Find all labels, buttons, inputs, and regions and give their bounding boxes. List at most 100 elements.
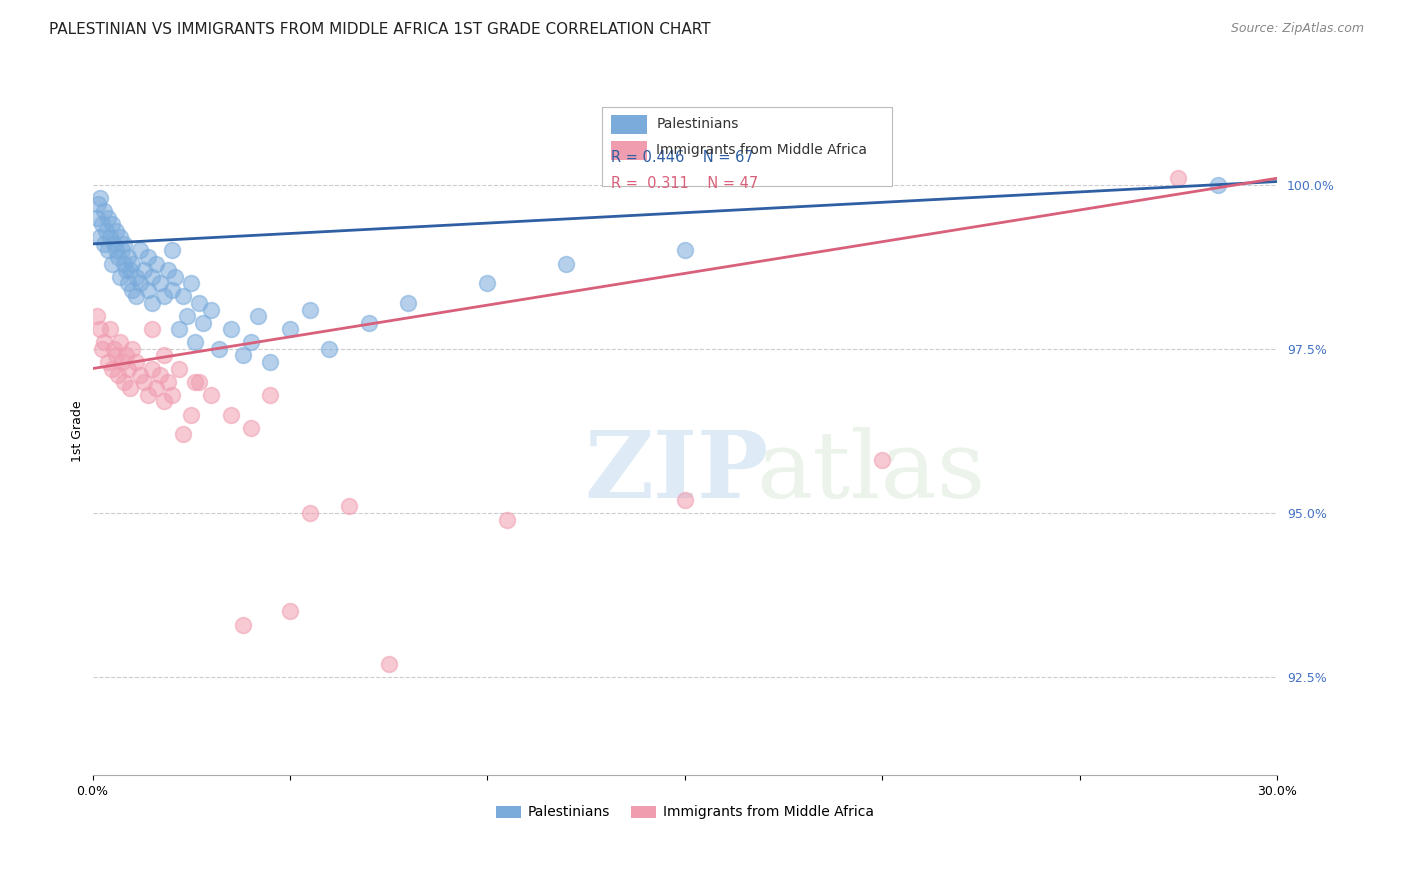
Point: [172, 289, 194, 303]
Point: [172, 427, 194, 442]
Point: [101, 361, 124, 376]
Point: [117, 361, 139, 376]
Point: [165, 269, 187, 284]
Point: [169, 322, 191, 336]
Text: R =  0.311    N = 47: R = 0.311 N = 47: [612, 176, 759, 191]
Point: [208, 342, 231, 356]
Point: [132, 375, 155, 389]
Point: [318, 342, 340, 356]
Point: [98, 230, 121, 244]
Point: [298, 506, 321, 520]
Point: [107, 368, 129, 383]
Point: [89, 191, 111, 205]
Point: [180, 408, 202, 422]
Point: [136, 250, 159, 264]
Text: Source: ZipAtlas.com: Source: ZipAtlas.com: [1230, 22, 1364, 36]
Point: [219, 322, 242, 336]
Point: [132, 263, 155, 277]
Legend: Palestinians, Immigrants from Middle Africa: Palestinians, Immigrants from Middle Afr…: [492, 801, 879, 823]
Point: [247, 309, 270, 323]
Point: [105, 224, 128, 238]
Point: [278, 322, 301, 336]
Point: [120, 381, 142, 395]
FancyBboxPatch shape: [612, 114, 647, 134]
Point: [398, 296, 420, 310]
Point: [121, 256, 143, 270]
Point: [298, 302, 321, 317]
FancyBboxPatch shape: [612, 141, 647, 160]
Point: [136, 283, 159, 297]
Point: [121, 342, 143, 356]
Point: [259, 355, 281, 369]
Point: [111, 355, 134, 369]
Point: [239, 335, 262, 350]
Point: [97, 244, 120, 258]
Text: ZIP: ZIP: [583, 427, 769, 517]
Point: [673, 492, 696, 507]
Point: [111, 244, 134, 258]
Point: [259, 388, 281, 402]
Point: [145, 256, 167, 270]
Point: [87, 197, 110, 211]
Point: [184, 375, 207, 389]
Point: [97, 211, 120, 225]
Point: [105, 348, 128, 362]
Point: [103, 342, 125, 356]
Point: [141, 322, 163, 336]
Point: [141, 361, 163, 376]
Point: [89, 322, 111, 336]
Point: [239, 420, 262, 434]
Text: Palestinians: Palestinians: [657, 117, 738, 131]
Point: [98, 322, 121, 336]
Point: [91, 217, 114, 231]
Point: [93, 335, 115, 350]
Point: [219, 408, 242, 422]
Point: [115, 348, 138, 362]
Point: [125, 289, 148, 303]
Point: [105, 244, 128, 258]
Point: [152, 289, 174, 303]
Point: [188, 375, 211, 389]
Point: [872, 453, 894, 467]
Point: [96, 224, 118, 238]
Point: [1206, 178, 1229, 192]
Text: PALESTINIAN VS IMMIGRANTS FROM MIDDLE AFRICA 1ST GRADE CORRELATION CHART: PALESTINIAN VS IMMIGRANTS FROM MIDDLE AF…: [49, 22, 711, 37]
Point: [145, 381, 167, 395]
Point: [91, 342, 114, 356]
Point: [103, 236, 125, 251]
Point: [117, 250, 139, 264]
Point: [496, 512, 519, 526]
Point: [141, 296, 163, 310]
Point: [1167, 171, 1189, 186]
Point: [377, 657, 399, 671]
Point: [107, 250, 129, 264]
Point: [101, 256, 124, 270]
Point: [160, 388, 183, 402]
Point: [110, 269, 132, 284]
Point: [200, 388, 222, 402]
Y-axis label: 1st Grade: 1st Grade: [72, 401, 84, 462]
Point: [160, 283, 183, 297]
Point: [86, 211, 108, 225]
Point: [129, 244, 152, 258]
Point: [200, 302, 222, 317]
Point: [152, 348, 174, 362]
Point: [169, 361, 191, 376]
Point: [191, 316, 214, 330]
Text: R = 0.446    N = 67: R = 0.446 N = 67: [612, 150, 754, 165]
Point: [129, 368, 152, 383]
Point: [89, 230, 111, 244]
Point: [188, 296, 211, 310]
Point: [156, 375, 179, 389]
Point: [97, 355, 120, 369]
Point: [141, 269, 163, 284]
Point: [232, 348, 254, 362]
Point: [160, 244, 183, 258]
Text: atlas: atlas: [756, 427, 986, 517]
Point: [152, 394, 174, 409]
Point: [112, 256, 135, 270]
Point: [673, 244, 696, 258]
Point: [555, 256, 578, 270]
Point: [121, 283, 143, 297]
Point: [156, 263, 179, 277]
